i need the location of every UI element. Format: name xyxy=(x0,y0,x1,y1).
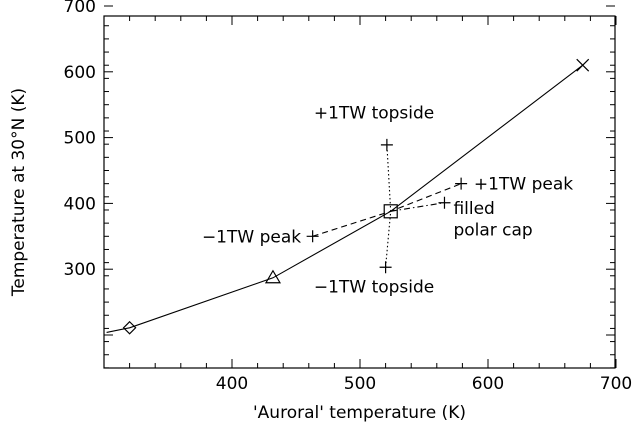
square-marker xyxy=(383,204,398,219)
series-layer xyxy=(106,64,584,333)
plus-minus-topside xyxy=(379,261,392,274)
y-axis-label: Temperature at 30°N (K) xyxy=(9,88,29,297)
annotation-layer: +1TW topside +1TW peak −1TW peak filledpola… xyxy=(202,104,573,298)
diamond-marker xyxy=(122,320,137,335)
plus-peak-label: +1TW peak xyxy=(474,175,573,195)
series-line-solid xyxy=(106,64,584,333)
axis-ticks: 400 500 600 700 300 400 500 600 700 xyxy=(64,0,632,394)
y-tick-label: 400 xyxy=(64,194,96,214)
x-marker xyxy=(576,58,590,72)
x-tick-label: 600 xyxy=(472,374,504,394)
series-line-dashed xyxy=(312,183,462,237)
marker-layer xyxy=(122,58,590,335)
x-axis-label: 'Auroral' temperature (K) xyxy=(253,403,466,423)
filled-cap-label-2: polar cap xyxy=(453,221,532,241)
series-line-dotted xyxy=(385,144,392,268)
x-tick-label: 500 xyxy=(344,374,376,394)
plus-minus-peak xyxy=(306,230,319,243)
plus-topside-label: +1TW topside xyxy=(314,104,434,124)
plus-plus-peak xyxy=(455,177,468,190)
y-tick-label: 600 xyxy=(64,63,96,83)
y-tick-label: 700 xyxy=(64,0,96,17)
series-line-dashdot xyxy=(390,202,445,212)
y-tick-label: 500 xyxy=(64,129,96,149)
minus-topside-label: −1TW topside xyxy=(314,277,434,297)
minus-peak-label: −1TW peak xyxy=(202,227,301,247)
filled-cap-label-1: filled xyxy=(453,199,494,219)
y-tick-label: 300 xyxy=(64,260,96,280)
plus-filled-cap xyxy=(438,196,451,209)
triangle-marker xyxy=(264,269,282,284)
plus-plus-topside xyxy=(380,138,393,151)
x-tick-label: 700 xyxy=(600,374,632,394)
x-tick-label: 400 xyxy=(216,374,248,394)
